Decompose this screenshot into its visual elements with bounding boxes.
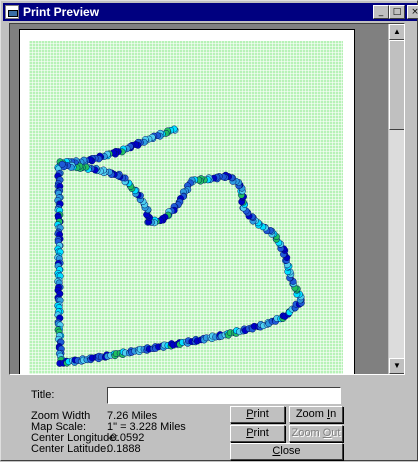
map-preview <box>29 41 343 374</box>
zoom-out-accel: O <box>322 427 332 439</box>
gps-track <box>54 125 305 367</box>
print-setup-button[interactable]: Print Setup <box>230 425 285 454</box>
minimize-button[interactable]: _ <box>373 5 389 19</box>
title-bar[interactable]: Print Preview _ □ × <box>3 3 418 21</box>
zoom-in-button[interactable]: Zoom In <box>289 406 343 423</box>
zoom-out-post: ut <box>331 427 341 439</box>
window-title: Print Preview <box>23 5 100 19</box>
center-latitude-label: Center Latitude: <box>31 443 110 455</box>
preview-area[interactable]: ▲ ▼ <box>9 23 405 375</box>
zoom-out-button[interactable]: Zoom Out <box>289 425 343 442</box>
scroll-up-icon[interactable]: ▲ <box>389 24 404 40</box>
settings-panel: Title: Zoom Width 7.26 Miles Map Scale: … <box>1 379 418 462</box>
print-preview-icon <box>5 5 19 19</box>
close-button-label: lose <box>280 445 301 457</box>
center-longitude-label: Center Longitude: <box>31 432 119 444</box>
vertical-scrollbar[interactable]: ▲ ▼ <box>388 24 404 374</box>
title-input[interactable] <box>107 387 341 404</box>
scroll-down-icon[interactable]: ▼ <box>389 358 404 374</box>
close-button[interactable]: Close <box>230 443 343 460</box>
map-scale-value: 1" = 3.228 Miles <box>107 421 186 433</box>
center-longitude-value: -0.0592 <box>107 432 145 444</box>
zoom-width-label: Zoom Width <box>31 410 91 422</box>
close-button-accel: C <box>272 445 281 457</box>
scrollbar-thumb[interactable] <box>389 40 404 130</box>
close-window-button[interactable]: × <box>407 5 418 19</box>
zoom-in-post: n <box>330 408 337 420</box>
title-label: Title: <box>31 389 55 401</box>
print-button-label: rint <box>253 408 269 420</box>
center-latitude-value: 0.1888 <box>107 443 141 455</box>
map-scale-label: Map Scale: <box>31 421 87 433</box>
zoom-width-value: 7.26 Miles <box>107 410 158 422</box>
track-point <box>58 160 66 168</box>
preview-page <box>19 29 355 374</box>
maximize-button[interactable]: □ <box>389 5 405 19</box>
zoom-in-pre: Zoom <box>295 408 327 420</box>
print-button-accel: P <box>246 408 254 420</box>
print-setup-accel: P <box>246 427 254 439</box>
zoom-out-pre: Zoom <box>291 427 323 439</box>
print-button[interactable]: Print <box>230 406 285 423</box>
zoom-in-accel: I <box>327 408 331 420</box>
